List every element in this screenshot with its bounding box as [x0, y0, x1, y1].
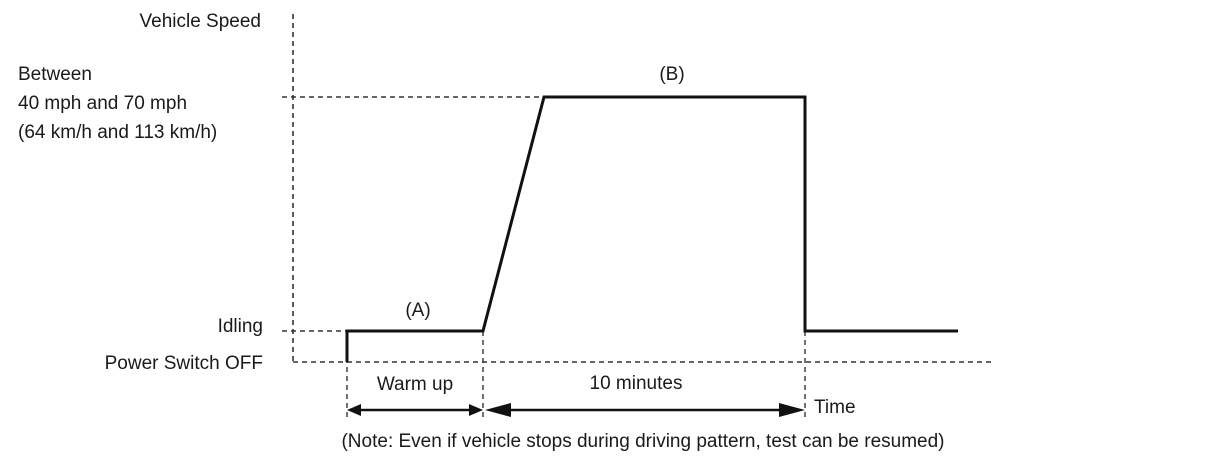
y-axis-title: Vehicle Speed [140, 11, 262, 32]
warmup-left-arrowhead [347, 404, 361, 416]
idling-label: Idling [218, 316, 263, 337]
power-switch-off-label: Power Switch OFF [105, 353, 263, 374]
phase-a-marker: (A) [405, 300, 430, 321]
speed-range-label-line-3: (64 km/h and 113 km/h) [18, 122, 217, 143]
phase-b-marker: (B) [659, 64, 684, 85]
x-axis-title: Time [814, 397, 856, 418]
ten-minutes-left-arrowhead [485, 403, 511, 417]
ten-minutes-label: 10 minutes [590, 373, 683, 394]
warmup-right-arrowhead [469, 404, 483, 416]
speed-profile-line [345, 95, 958, 362]
ten-minutes-right-arrowhead [779, 403, 805, 417]
footnote: (Note: Even if vehicle stops during driv… [341, 431, 944, 452]
speed-range-label-line-2: 40 mph and 70 mph [18, 93, 187, 114]
speed-range-label-line-1: Between [18, 64, 92, 85]
warmup-label: Warm up [377, 374, 453, 395]
